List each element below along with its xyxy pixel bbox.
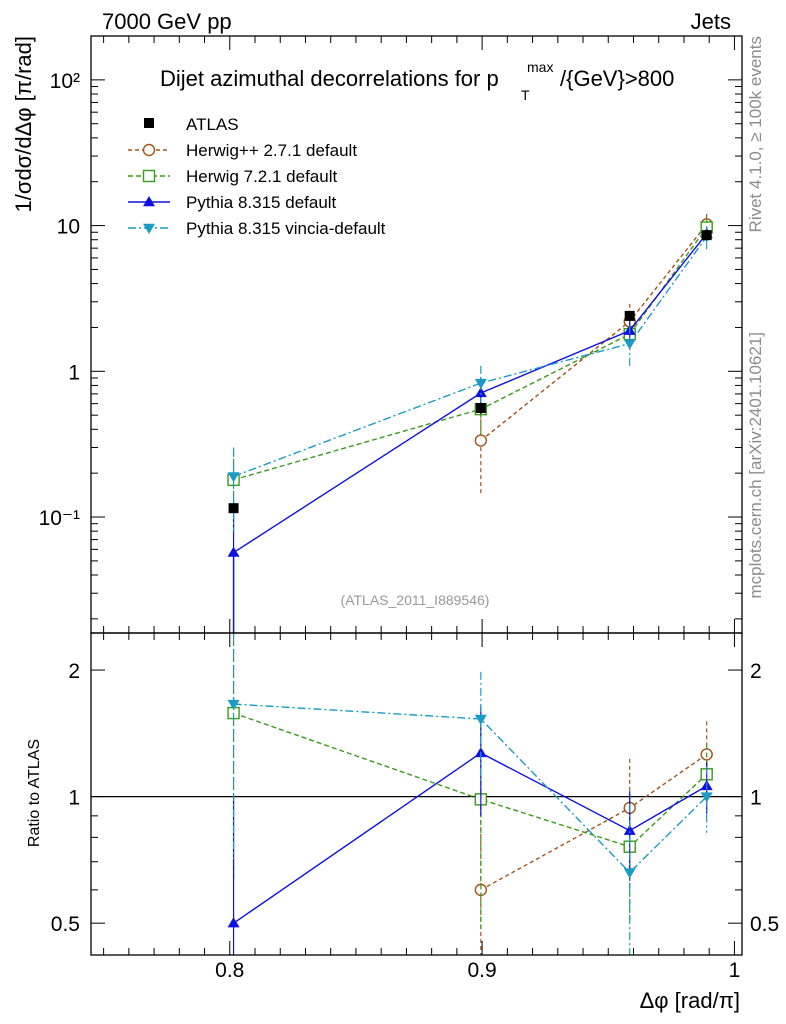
mcplots-label: mcplots.cern.ch [arXiv:2401.10621] xyxy=(746,332,765,598)
legend-marker xyxy=(142,143,156,157)
ratio-point xyxy=(623,824,636,835)
x-tick-label: 1 xyxy=(729,959,741,982)
main-series-marks xyxy=(227,214,713,633)
legend-marker xyxy=(143,196,155,207)
ratio-plot-frame xyxy=(90,632,743,956)
atlas-point xyxy=(624,310,635,321)
series-line xyxy=(233,236,708,478)
atlas-point xyxy=(475,402,486,413)
ratio-tick-label: 2 xyxy=(68,660,80,683)
title-sup: max xyxy=(527,59,553,75)
y-tick-label: 10 xyxy=(57,216,80,239)
data-point xyxy=(474,434,488,447)
x-tick-label: 0.8 xyxy=(215,959,244,982)
y-axis-label: 1/σdσ/dΔφ [π/rad] xyxy=(11,36,36,212)
ratio-axis-label: Ratio to ATLAS xyxy=(26,739,43,847)
y-tick-label: 1 xyxy=(68,361,80,384)
ratio-line xyxy=(233,712,708,848)
ratio-line xyxy=(233,703,708,874)
legend-label: Pythia 8.315 default xyxy=(186,193,337,212)
chart-title: Dijet azimuthal decorrelations for p max… xyxy=(160,59,674,103)
y-tick-label: 10² xyxy=(50,70,80,93)
atlas-point xyxy=(228,503,239,514)
title-prefix: Dijet azimuthal decorrelations for p xyxy=(160,66,499,91)
ratio-line xyxy=(480,753,708,891)
x-axis-label: Δφ [rad/π] xyxy=(640,988,740,1013)
ratio-point xyxy=(227,699,240,711)
rivet-label: Rivet 4.1.0, ≥ 100k events xyxy=(746,36,765,232)
ratio-point xyxy=(474,714,487,725)
data-point xyxy=(227,472,240,483)
ratio-line xyxy=(233,752,708,924)
series-line xyxy=(232,233,708,633)
title-suffix: /{GeV}>800 xyxy=(560,66,674,91)
legend-label: Herwig 7.2.1 default xyxy=(186,167,337,186)
ratio-tick-label: 0.5 xyxy=(51,913,80,936)
ratio-point xyxy=(700,792,713,803)
series-line xyxy=(233,227,708,481)
y-tick-label: 10⁻¹ xyxy=(39,507,80,530)
ratio-axis-ticks: 0.8 0.9 1 0.5 0.5 1 1 2 2 xyxy=(51,633,779,982)
legend-marker xyxy=(142,169,156,183)
series-line xyxy=(480,223,708,442)
legend-label-atlas: ATLAS xyxy=(186,115,239,134)
data-point xyxy=(474,378,487,390)
legend-marker xyxy=(143,223,155,234)
ratio-point xyxy=(227,917,240,928)
ratio-tick-label-right: 0.5 xyxy=(750,913,779,936)
header-right: Jets xyxy=(691,9,731,34)
legend-label: Pythia 8.315 vincia-default xyxy=(186,219,386,238)
legend-marker-atlas xyxy=(144,118,154,128)
atlas-point xyxy=(701,230,712,241)
analysis-watermark: (ATLAS_2011_I889546) xyxy=(341,592,490,608)
ratio-tick-label-right: 2 xyxy=(750,660,762,683)
x-tick-label: 0.9 xyxy=(468,959,497,982)
title-sub: T xyxy=(521,87,530,103)
ratio-tick-label-right: 1 xyxy=(750,787,762,810)
ratio-tick-label: 1 xyxy=(68,787,80,810)
ratio-point xyxy=(623,868,636,879)
data-point xyxy=(227,546,240,557)
legend-label: Herwig++ 2.7.1 default xyxy=(186,141,357,160)
data-point xyxy=(623,339,636,350)
header-left: 7000 GeV pp xyxy=(102,9,232,34)
data-point xyxy=(474,386,487,398)
legend: ATLAS Herwig++ 2.7.1 default Herwig 7.2.1 … xyxy=(128,115,386,238)
main-axis-ticks: 10⁻¹ 1 10 10² xyxy=(39,35,742,633)
ratio-series-marks xyxy=(227,633,713,955)
